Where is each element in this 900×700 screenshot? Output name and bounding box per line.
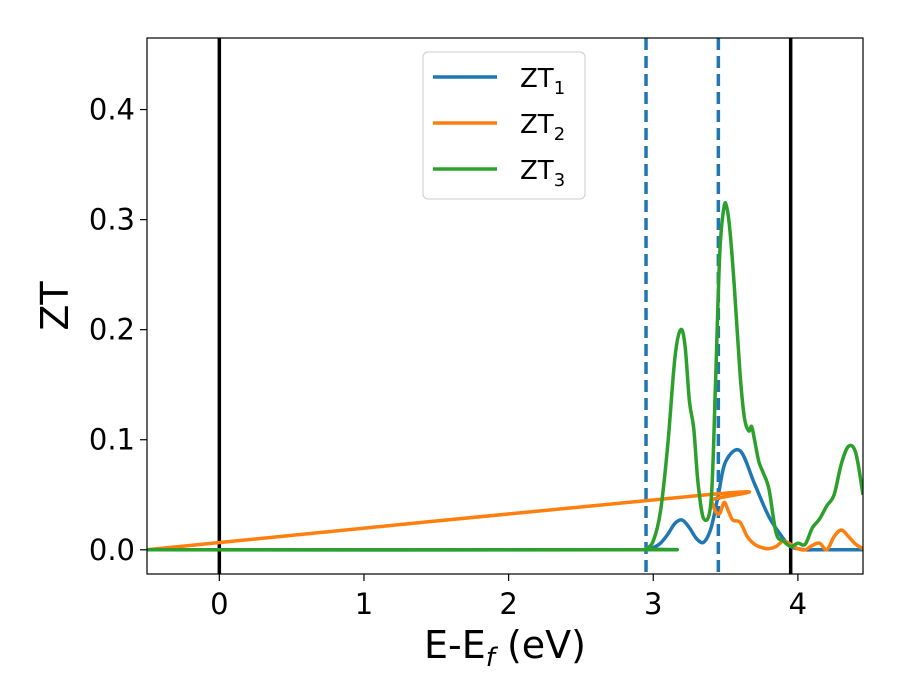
x-axis-label-unit: (eV)	[495, 623, 586, 667]
x-axis-label-main: E-E	[424, 623, 486, 667]
x-axis-ticks: 0 1 2 3 4	[210, 574, 807, 621]
y-axis-label: ZT	[33, 281, 77, 331]
series-line-1	[147, 448, 863, 552]
legend: ZT1 ZT2 ZT3	[422, 51, 586, 200]
legend-box	[422, 51, 586, 200]
legend-label-2: ZT2	[520, 110, 565, 145]
y-tick-label: 0.1	[89, 423, 135, 457]
x-tick-label: 2	[499, 587, 517, 621]
x-tick-label: 1	[355, 587, 373, 621]
plot-frame	[146, 37, 864, 575]
series-line-2	[147, 490, 863, 552]
y-axis-ticks: 0.0 0.1 0.2 0.3 0.4	[89, 93, 147, 567]
series-line-3	[147, 201, 863, 552]
y-tick-label: 0.2	[89, 313, 135, 347]
legend-label-3: ZT3	[520, 156, 565, 191]
legend-label-1: ZT1	[520, 64, 565, 99]
y-tick-label: 0.3	[89, 203, 135, 237]
x-axis-label: E-Ef (eV)	[424, 623, 586, 673]
legend-items: ZT1 ZT2 ZT3	[433, 64, 565, 191]
x-tick-label: 0	[210, 587, 228, 621]
series-lines	[147, 201, 863, 552]
x-tick-label: 3	[644, 587, 662, 621]
y-tick-label: 0.0	[89, 533, 135, 567]
y-tick-label: 0.4	[89, 93, 135, 127]
vertical-reference-lines	[217, 38, 793, 574]
x-tick-label: 4	[789, 587, 807, 621]
